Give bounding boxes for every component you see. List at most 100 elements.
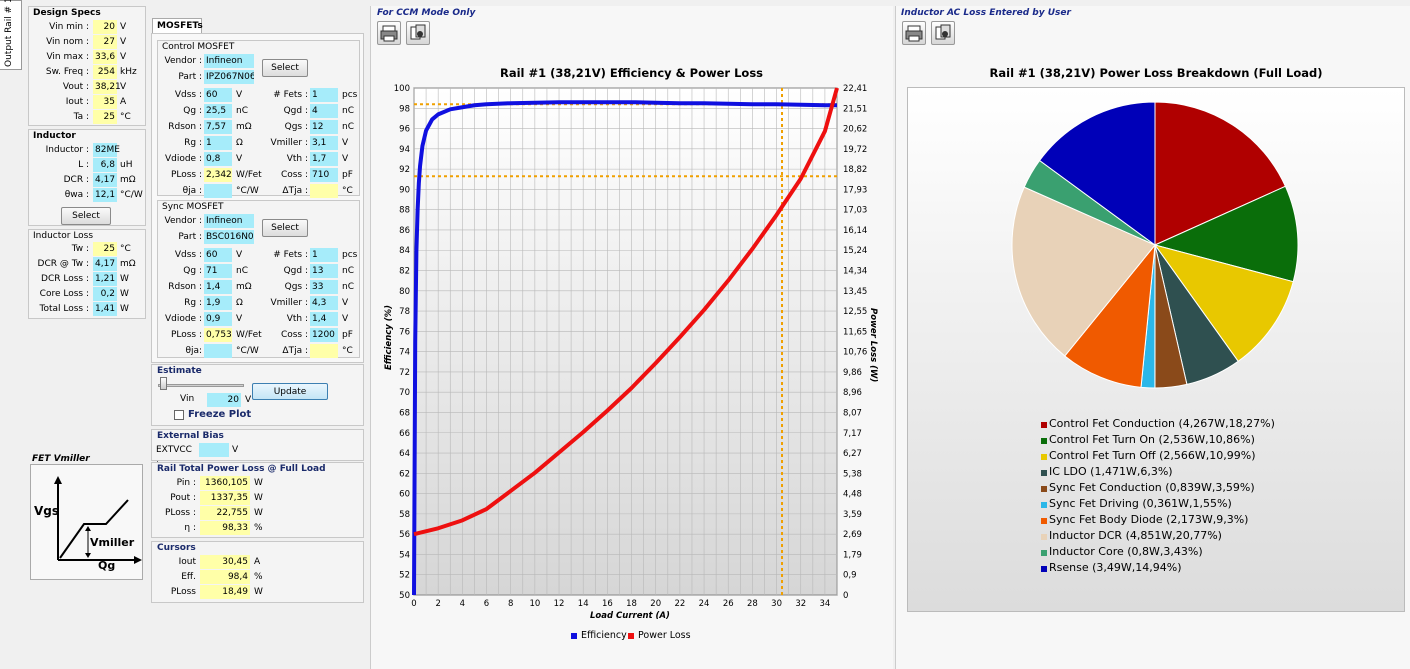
param-value[interactable]: 4,3 [310,296,338,310]
field-label: Ta : [73,112,89,122]
field-value[interactable]: 25 [93,110,117,124]
print-icon[interactable] [377,21,401,45]
param-label: Rg : [184,298,202,308]
param-value[interactable]: 13 [310,264,338,278]
param-value[interactable]: 71 [204,264,232,278]
y2-tick-label: 12,55 [843,307,867,317]
side-tab-output-rail[interactable]: Output Rail # 1 [0,0,22,70]
field-value[interactable]: 27 [93,35,117,49]
field-value[interactable]: 25 [93,242,117,256]
inductor-ac-loss-header: Inductor AC Loss Entered by User [901,8,1071,18]
param-unit: °C/W [236,346,259,356]
param-unit: W/Fet [236,330,262,340]
freeze-plot-checkbox[interactable] [174,410,184,420]
param-value[interactable]: 1 [204,136,232,150]
mosfets-tab[interactable]: MOSFETs [152,18,203,33]
legend-swatch [1041,502,1047,508]
efficiency-chart: 0 2 4 6 8 10 12 14 16 18 20 22 24 26 28 30 32 34505254565… [394,84,868,609]
field-label: Inductor : [45,145,89,155]
param-label: θja: [185,346,202,356]
legend-label: Sync Fet Body Diode (2,173W,9,3%) [1049,513,1249,526]
field-value[interactable]: 254 [93,65,117,79]
field-unit: % [254,572,263,582]
field-value[interactable]: 30,45 [200,555,250,569]
vendor-field[interactable]: Infineon [204,214,254,228]
field-value[interactable]: 35 [93,95,117,109]
param-value[interactable]: 12 [310,120,338,134]
x-tick-label: 0 [411,599,416,609]
field-value[interactable]: 4,17 [93,257,117,271]
field-value[interactable]: 38,21 [93,80,121,94]
param-value[interactable]: 25,5 [204,104,232,118]
y-tick-label: 58 [399,510,410,520]
y2-tick-label: 17,93 [843,185,867,195]
part-field[interactable]: IPZ067N06LS [204,70,254,84]
param-value[interactable]: 1,7 [310,152,338,166]
param-value[interactable]: 0,753 [204,328,232,342]
inductor-select-button[interactable]: Select [61,207,111,225]
param-value[interactable]: 1200 [310,328,338,342]
field-value[interactable]: 1,21 [93,272,117,286]
copy-icon[interactable] [406,21,430,45]
vin-slider-track[interactable] [158,384,244,387]
vin-slider-thumb[interactable] [160,377,168,390]
field-value[interactable]: 98,4 [200,570,250,584]
sync-mosfet-select-button[interactable]: Select [262,219,308,237]
field-value[interactable]: 1,41 [93,302,117,316]
vendor-field[interactable]: Infineon [204,54,254,68]
param-value[interactable]: 7,57 [204,120,232,134]
param-value[interactable]: 1 [310,248,338,262]
param-value[interactable]: 0,9 [204,312,232,326]
copy-icon[interactable] [931,21,955,45]
param-value[interactable] [204,184,232,198]
field-value[interactable]: 18,49 [200,585,250,599]
param-value[interactable]: 710 [310,168,338,182]
field-value[interactable]: 0,2 [93,287,117,301]
param-value[interactable]: 1 [310,88,338,102]
param-value[interactable] [204,344,232,358]
field-value[interactable]: 4,17 [93,173,117,187]
part-field[interactable]: BSC016N06 [204,230,254,244]
x-tick-label: 28 [747,599,758,609]
param-value[interactable]: 0,8 [204,152,232,166]
field-value[interactable]: 12,1 [93,188,117,202]
param-value[interactable]: 60 [204,248,232,262]
print-icon[interactable] [902,21,926,45]
param-value[interactable]: 1,4 [310,312,338,326]
param-value[interactable]: 3,1 [310,136,338,150]
y-tick-label: 74 [399,348,410,358]
param-value[interactable]: 2,342 [204,168,232,182]
param-value[interactable] [310,184,338,198]
estimate-vin-field[interactable]: 20 [207,393,241,407]
field-value[interactable]: 98,33 [200,521,250,535]
legend-label: Sync Fet Conduction (0,839W,3,59%) [1049,481,1255,494]
field-value[interactable]: 82ME [93,143,120,157]
update-button[interactable]: Update [252,383,328,400]
param-value[interactable]: 33 [310,280,338,294]
y-tick-label: 96 [399,125,410,135]
param-unit: V [342,154,349,164]
y2-tick-label: 14,34 [843,267,867,277]
param-value[interactable]: 60 [204,88,232,102]
field-value[interactable]: 1337,35 [200,491,250,505]
field-value[interactable]: 1360,105 [200,476,250,490]
x-tick-label: 10 [529,599,540,609]
control-mosfet-select-button[interactable]: Select [262,59,308,77]
field-label: Tw : [71,244,89,254]
extvcc-field[interactable] [199,443,229,457]
param-unit: V [342,314,349,324]
side-tab-label: Output Rail # 1 [4,0,14,67]
field-value[interactable]: 33,6 [93,50,117,64]
param-value[interactable]: 4 [310,104,338,118]
field-unit: kHz [120,67,137,77]
field-value[interactable]: 20 [93,20,117,34]
param-unit: Ω [236,298,243,308]
param-value[interactable] [310,344,338,358]
field-value[interactable]: 6,8 [93,158,117,172]
param-value[interactable]: 1,4 [204,280,232,294]
y2-tick-label: 10,76 [843,348,867,358]
x-tick-label: 6 [484,599,489,609]
design-specs-title: Design Specs [33,8,101,18]
field-value[interactable]: 22,755 [200,506,250,520]
param-value[interactable]: 1,9 [204,296,232,310]
